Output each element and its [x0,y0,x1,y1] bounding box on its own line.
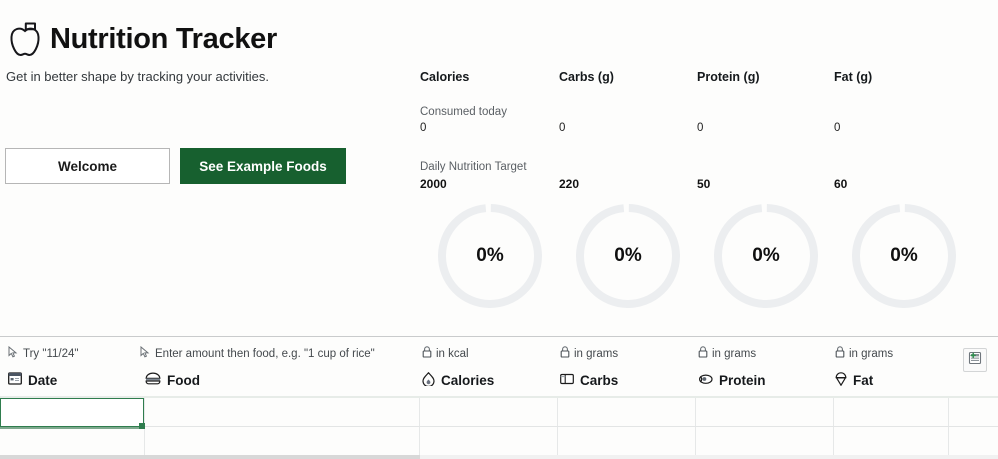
stat-title: Protein (g) [697,70,760,84]
lock-icon [698,346,708,361]
tagline: Get in better shape by tracking your act… [6,69,270,84]
hint-text: in grams [712,347,757,360]
welcome-button[interactable]: Welcome [5,148,170,184]
progress-rings: 0% 0% 0% 0% [420,201,998,313]
grid-header-row: Date Food [0,367,998,396]
column-header-label: Protein [719,372,766,388]
progress-ring-carbs: 0% [573,201,683,311]
burger-icon [145,372,161,388]
column-header-label: Carbs [580,372,619,388]
target-value: 60 [834,177,848,191]
fill-handle[interactable] [139,423,145,429]
column-header-label: Fat [853,373,874,388]
progress-ring-protein: 0% [711,201,821,311]
hint-calories: in kcal [422,346,469,361]
hint-text: Try "11/24" [23,347,79,360]
grid-hint-row: Try "11/24" Enter amount then food, e.g.… [0,337,998,367]
progress-percent: 0% [476,245,504,266]
icecream-icon [835,372,847,389]
lock-icon [422,346,432,361]
column-header-food[interactable]: Food [145,372,200,388]
column-header-calories[interactable]: Calories [422,371,495,389]
column-header-fat[interactable]: Fat [835,372,873,389]
stat-title: Calories [420,70,470,84]
stat-title: Fat (g) [834,70,873,84]
lock-icon [835,346,845,361]
column-header-label: Date [28,372,58,388]
column-header-date[interactable]: Date [8,372,57,388]
column-header-protein[interactable]: Protein [698,372,766,388]
see-example-foods-button[interactable]: See Example Foods [180,148,346,184]
cursor-pointer-icon [140,345,151,361]
bread-icon [560,372,574,388]
consumed-value: 0 [420,122,427,134]
hint-carbs: in grams [560,346,618,361]
hint-fat: in grams [835,346,893,361]
progress-percent: 0% [614,245,642,266]
progress-ring-calories: 0% [435,201,545,311]
row-separator [0,426,998,427]
apple-icon [8,20,42,58]
scrollbar-thumb[interactable] [0,455,420,459]
consumed-value: 0 [834,122,841,134]
grid-top-border [0,396,998,398]
hint-food: Enter amount then food, e.g. "1 cup of r… [140,345,375,361]
grid-rows [0,396,998,459]
summary-panel: Nutrition Tracker Get in better shape by… [5,20,998,313]
page-title: Nutrition Tracker [50,22,277,55]
horizontal-scrollbar[interactable] [0,455,998,459]
action-buttons: Welcome See Example Foods [5,148,346,184]
hint-date: Try "11/24" [8,345,79,361]
progress-percent: 0% [890,245,918,266]
stat-title: Carbs (g) [559,70,614,84]
cursor-pointer-icon [8,345,19,361]
cell-date-row1[interactable] [0,398,144,427]
target-value: 220 [559,177,580,191]
consumed-label: Consumed today [420,106,507,118]
hint-text: in kcal [436,347,469,360]
add-record-icon [967,350,983,371]
consumed-value: 0 [697,122,704,134]
column-header-carbs[interactable]: Carbs [560,372,618,388]
target-label: Daily Nutrition Target [420,161,527,173]
panel-divider [0,336,998,337]
add-record-button[interactable] [963,348,987,372]
hint-text: in grams [849,347,894,360]
flame-icon [422,371,435,389]
progress-percent: 0% [752,245,780,266]
selection-underline [0,427,140,429]
brand: Nutrition Tracker [8,20,277,58]
hint-text: in grams [574,347,619,360]
progress-ring-fat: 0% [849,201,959,311]
target-value: 2000 [420,177,447,191]
meat-icon [698,372,713,388]
column-header-label: Calories [441,373,495,388]
lock-icon [560,346,570,361]
calendar-icon [8,372,22,388]
hint-protein: in grams [698,346,756,361]
target-value: 50 [697,177,711,191]
consumed-value: 0 [559,122,566,134]
column-header-label: Food [167,372,200,388]
hint-text: Enter amount then food, e.g. "1 cup of r… [155,347,375,360]
food-log-grid: Try "11/24" Enter amount then food, e.g.… [0,337,998,459]
